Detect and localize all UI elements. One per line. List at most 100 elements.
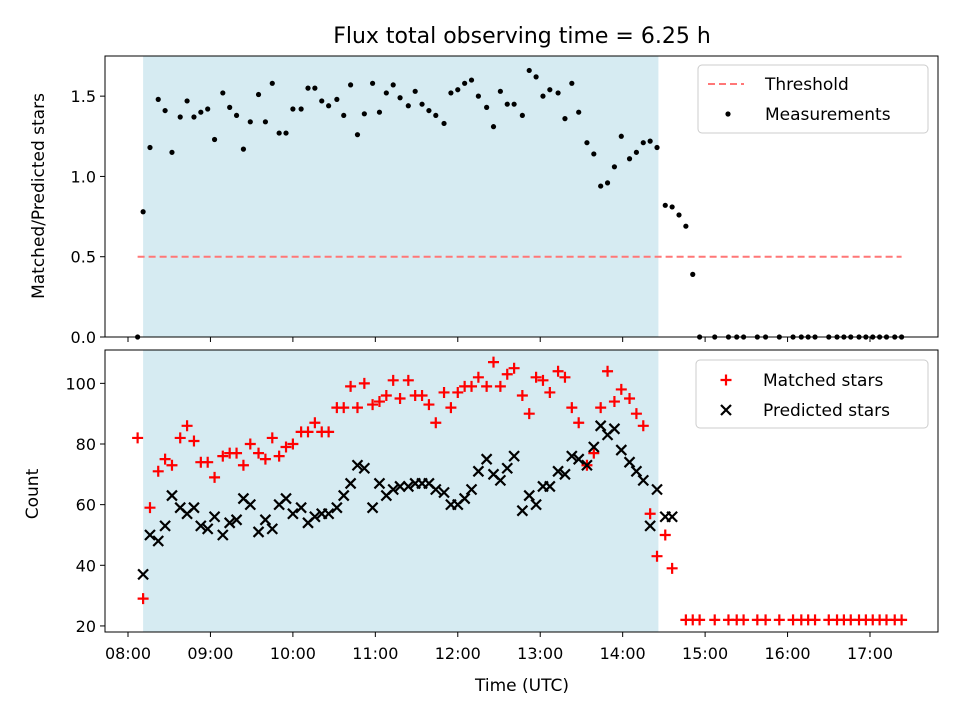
measurement-point	[155, 96, 161, 102]
matched-star-point	[438, 386, 450, 398]
y-tick-label: 0.0	[71, 328, 96, 347]
y-tick-label: 20	[76, 617, 96, 636]
matched-star-point	[472, 371, 484, 383]
measurement-point	[361, 111, 367, 117]
predicted-star-point	[344, 477, 357, 490]
measurement-point	[490, 124, 497, 130]
measurement-point	[184, 98, 190, 104]
matched-star-point	[174, 432, 186, 444]
matched-star-point	[630, 408, 642, 420]
measurement-point	[211, 136, 218, 143]
matched-star-point	[694, 614, 706, 626]
measurement-point	[604, 180, 611, 186]
x-tick-label: 08:00	[105, 644, 151, 663]
measurement-point	[626, 156, 633, 162]
measurement-point	[198, 109, 204, 115]
measurement-point	[255, 91, 262, 98]
matched-star-point	[209, 471, 221, 483]
measurement-point	[147, 144, 153, 151]
y-tick-label: 1.0	[71, 167, 96, 186]
predicted-star-point	[480, 453, 493, 465]
measurement-point	[269, 80, 275, 86]
matched-star-point	[501, 368, 513, 380]
predicted-star-point	[559, 468, 571, 481]
matched-star-point	[152, 465, 164, 477]
predicted-star-point	[188, 501, 200, 514]
predicted-star-point	[351, 459, 364, 472]
predicted-star-point	[594, 420, 607, 432]
matched-star-point	[394, 393, 406, 405]
top-legend: Threshold Measurements	[697, 64, 929, 134]
predicted-star-point	[201, 523, 214, 535]
legend-label-matched: Matched stars	[763, 371, 883, 391]
matched-star-point	[237, 459, 249, 471]
count-panel: 20 40 60 80 100 08:00 09:00 10:00 11:00 12:00 13:…	[23, 349, 939, 696]
predicted-star-point	[630, 465, 643, 478]
measurement-point	[569, 80, 575, 86]
matched-star-point	[559, 371, 571, 383]
measurement-point	[584, 140, 590, 146]
measurement-point	[433, 112, 439, 119]
matched-star-point	[280, 441, 292, 453]
predicted-star-point	[152, 535, 165, 547]
measurement-point	[262, 119, 269, 125]
predicted-star-point	[501, 462, 514, 475]
matched-star-point	[373, 396, 385, 408]
measurement-point	[455, 87, 461, 93]
matched-star-point	[523, 408, 535, 420]
measurement-point	[462, 80, 468, 86]
x-tick-label: 15:00	[682, 644, 728, 663]
measurement-point	[591, 151, 597, 157]
x-tick-label: 17:00	[847, 644, 893, 663]
matched-star-point	[644, 508, 656, 520]
predicted-star-point	[387, 483, 399, 496]
predicted-star-point	[266, 523, 279, 535]
matched-star-point	[253, 447, 265, 459]
measurement-point	[397, 95, 403, 101]
matched-star-point	[445, 402, 457, 414]
predicted-star-point	[523, 489, 536, 502]
measurement-point	[283, 130, 289, 136]
measurement-point	[354, 132, 361, 138]
measurements-legend-swatch	[725, 111, 731, 117]
matched-star-point	[481, 380, 493, 392]
measurement-point	[669, 204, 675, 210]
predicted-star-point	[217, 529, 229, 541]
matched-star-point	[552, 365, 564, 377]
matched-star-point	[217, 450, 229, 462]
legend-label-predicted: Predicted stars	[763, 401, 890, 421]
x-tick-label: 12:00	[435, 644, 481, 663]
matched-star-point	[896, 614, 908, 626]
measurement-point	[504, 101, 510, 107]
top-y-axis-ticks: 0.0 0.5 1.0 1.5	[71, 87, 105, 347]
predicted-star-point	[366, 501, 379, 514]
predicted-star-point	[508, 450, 520, 462]
predicted-star-point	[572, 453, 585, 465]
measurement-point	[376, 109, 383, 115]
matched-star-point	[351, 402, 363, 414]
y-tick-label: 0.5	[71, 248, 96, 267]
matched-star-point	[266, 432, 278, 444]
matched-star-point	[637, 420, 649, 432]
measurement-point	[312, 85, 318, 91]
measurement-point	[633, 149, 640, 155]
measurement-point	[247, 119, 253, 125]
measurement-point	[468, 77, 475, 83]
measurement-point	[618, 133, 624, 139]
predicted-star-point	[394, 480, 406, 493]
matched-star-point	[508, 362, 520, 374]
predicted-star-point	[430, 483, 442, 496]
measurement-point	[533, 74, 539, 80]
ratio-panel: 0.0 0.5 1.0 1.5 Matched/Predicted stars Thr…	[29, 55, 939, 347]
measurement-point	[683, 223, 689, 229]
predicted-star-point	[494, 474, 507, 487]
predicted-star-point	[552, 465, 564, 478]
matched-star-point	[367, 399, 379, 411]
predicted-star-point	[608, 423, 621, 435]
measurement-point	[298, 106, 304, 112]
measurement-point	[448, 90, 454, 96]
measurement-point	[497, 88, 503, 94]
measurement-point	[419, 101, 425, 107]
matched-star-point	[323, 426, 335, 438]
matched-star-point	[430, 417, 442, 429]
